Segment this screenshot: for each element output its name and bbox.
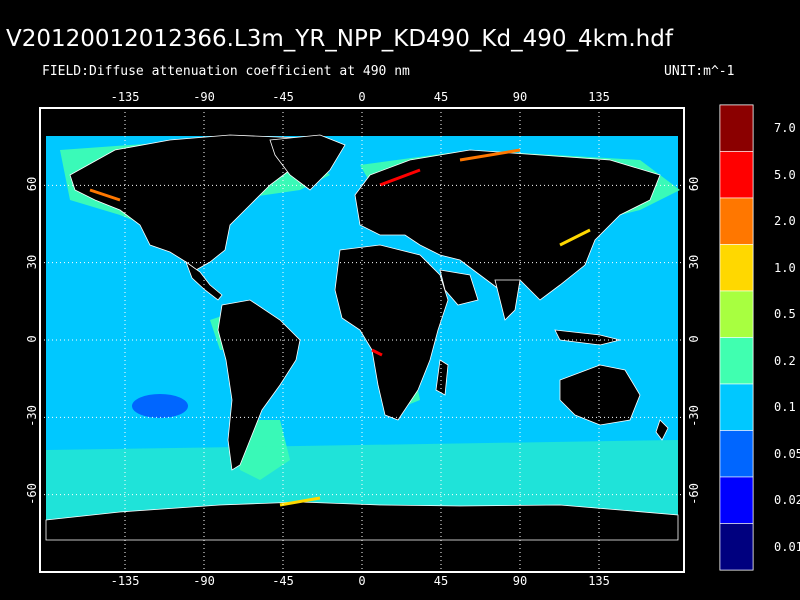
australia bbox=[559, 364, 641, 426]
high-kd-highlights bbox=[89, 148, 591, 507]
lat-tick-label-left: 60 bbox=[25, 177, 39, 192]
indonesia bbox=[554, 329, 621, 346]
lat-tick-label-left: -30 bbox=[25, 405, 39, 428]
lat-tick-label-right: 60 bbox=[687, 177, 701, 192]
lon-tick-label-bottom: 45 bbox=[433, 574, 449, 588]
colorbar-swatch bbox=[719, 337, 754, 385]
colorbar-swatch bbox=[719, 430, 754, 478]
map-body bbox=[45, 130, 680, 541]
colorbar-label: 0.01 bbox=[774, 539, 800, 554]
colorbar-label: 0.02 bbox=[774, 493, 800, 508]
field-label: FIELD:Diffuse attenuation coefficient at… bbox=[42, 64, 410, 79]
lat-tick-label-right: -30 bbox=[687, 405, 701, 428]
lon-tick-label-bottom: 135 bbox=[588, 574, 610, 588]
new-zealand bbox=[655, 419, 669, 441]
low-kd-patch bbox=[132, 394, 188, 418]
eurasia bbox=[354, 149, 661, 301]
lat-tick-label-left: 30 bbox=[25, 254, 39, 269]
colorbar-label: 0.5 bbox=[774, 307, 796, 322]
colorbar-swatch bbox=[719, 383, 754, 431]
lon-tick-label-top: 45 bbox=[433, 90, 449, 104]
arabia bbox=[439, 269, 479, 306]
colorbar-label: 0.1 bbox=[774, 400, 796, 415]
lon-tick-label-bottom: -135 bbox=[110, 574, 140, 588]
lon-tick-label-top: -90 bbox=[193, 90, 215, 104]
africa bbox=[334, 244, 449, 421]
colorbar-label: 0.05 bbox=[774, 446, 800, 461]
north-america bbox=[69, 134, 321, 271]
lon-tick-label-bottom: 0 bbox=[358, 574, 366, 588]
colorbar bbox=[719, 104, 754, 571]
lat-tick-label-right: -60 bbox=[687, 482, 701, 505]
colorbar-label: 0.2 bbox=[774, 353, 796, 368]
graticule bbox=[40, 108, 684, 572]
colorbar-swatch bbox=[719, 523, 754, 571]
colorbar-swatch bbox=[719, 197, 754, 245]
colorbar-label: 2.0 bbox=[774, 214, 796, 229]
lat-tick-label-right: 0 bbox=[687, 335, 701, 343]
lon-tick-label-top: 0 bbox=[358, 90, 366, 104]
lon-tick-label-bottom: -90 bbox=[193, 574, 215, 588]
lat-tick-label-left: -60 bbox=[25, 482, 39, 505]
lon-tick-label-top: 90 bbox=[512, 90, 528, 104]
lat-tick-label-right: 30 bbox=[687, 254, 701, 269]
colorbar-label: 7.0 bbox=[774, 121, 796, 136]
south-america bbox=[217, 299, 301, 471]
colorbar-label: 5.0 bbox=[774, 167, 796, 182]
madagascar bbox=[435, 359, 449, 396]
unit-label: UNIT:m^-1 bbox=[664, 64, 735, 79]
colorbar-swatch bbox=[719, 244, 754, 292]
lat-tick-label-left: 0 bbox=[25, 335, 39, 343]
greenland bbox=[269, 134, 346, 191]
lon-tick-label-top: -135 bbox=[110, 90, 140, 104]
map-title: V20120012012366.L3m_YR_NPP_KD490_Kd_490_… bbox=[6, 26, 673, 52]
colorbar-swatch bbox=[719, 151, 754, 199]
colorbar-swatch bbox=[719, 290, 754, 338]
lon-tick-label-top: 135 bbox=[588, 90, 610, 104]
colorbar-label: 1.0 bbox=[774, 260, 796, 275]
india bbox=[494, 279, 521, 321]
colorbar-swatch bbox=[719, 104, 754, 152]
lon-tick-label-top: -45 bbox=[272, 90, 294, 104]
colorbar-swatch bbox=[719, 476, 754, 524]
lon-tick-label-bottom: -45 bbox=[272, 574, 294, 588]
lon-tick-label-bottom: 90 bbox=[512, 574, 528, 588]
